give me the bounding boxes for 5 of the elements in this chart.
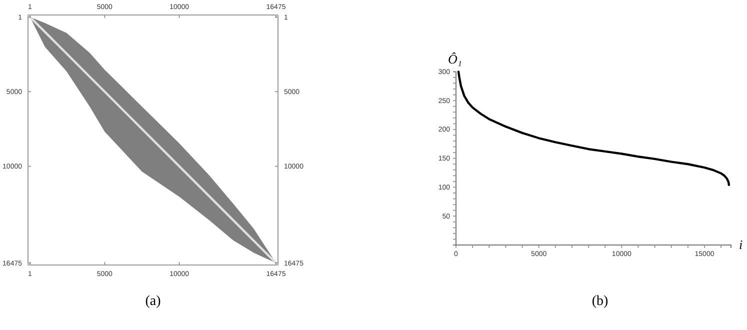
line-series bbox=[457, 70, 730, 186]
text: (a) bbox=[145, 294, 162, 309]
x-axis-title: i bbox=[739, 237, 743, 252]
text: (b) bbox=[592, 294, 608, 309]
y-axis-title: Ô₁ bbox=[448, 52, 462, 67]
